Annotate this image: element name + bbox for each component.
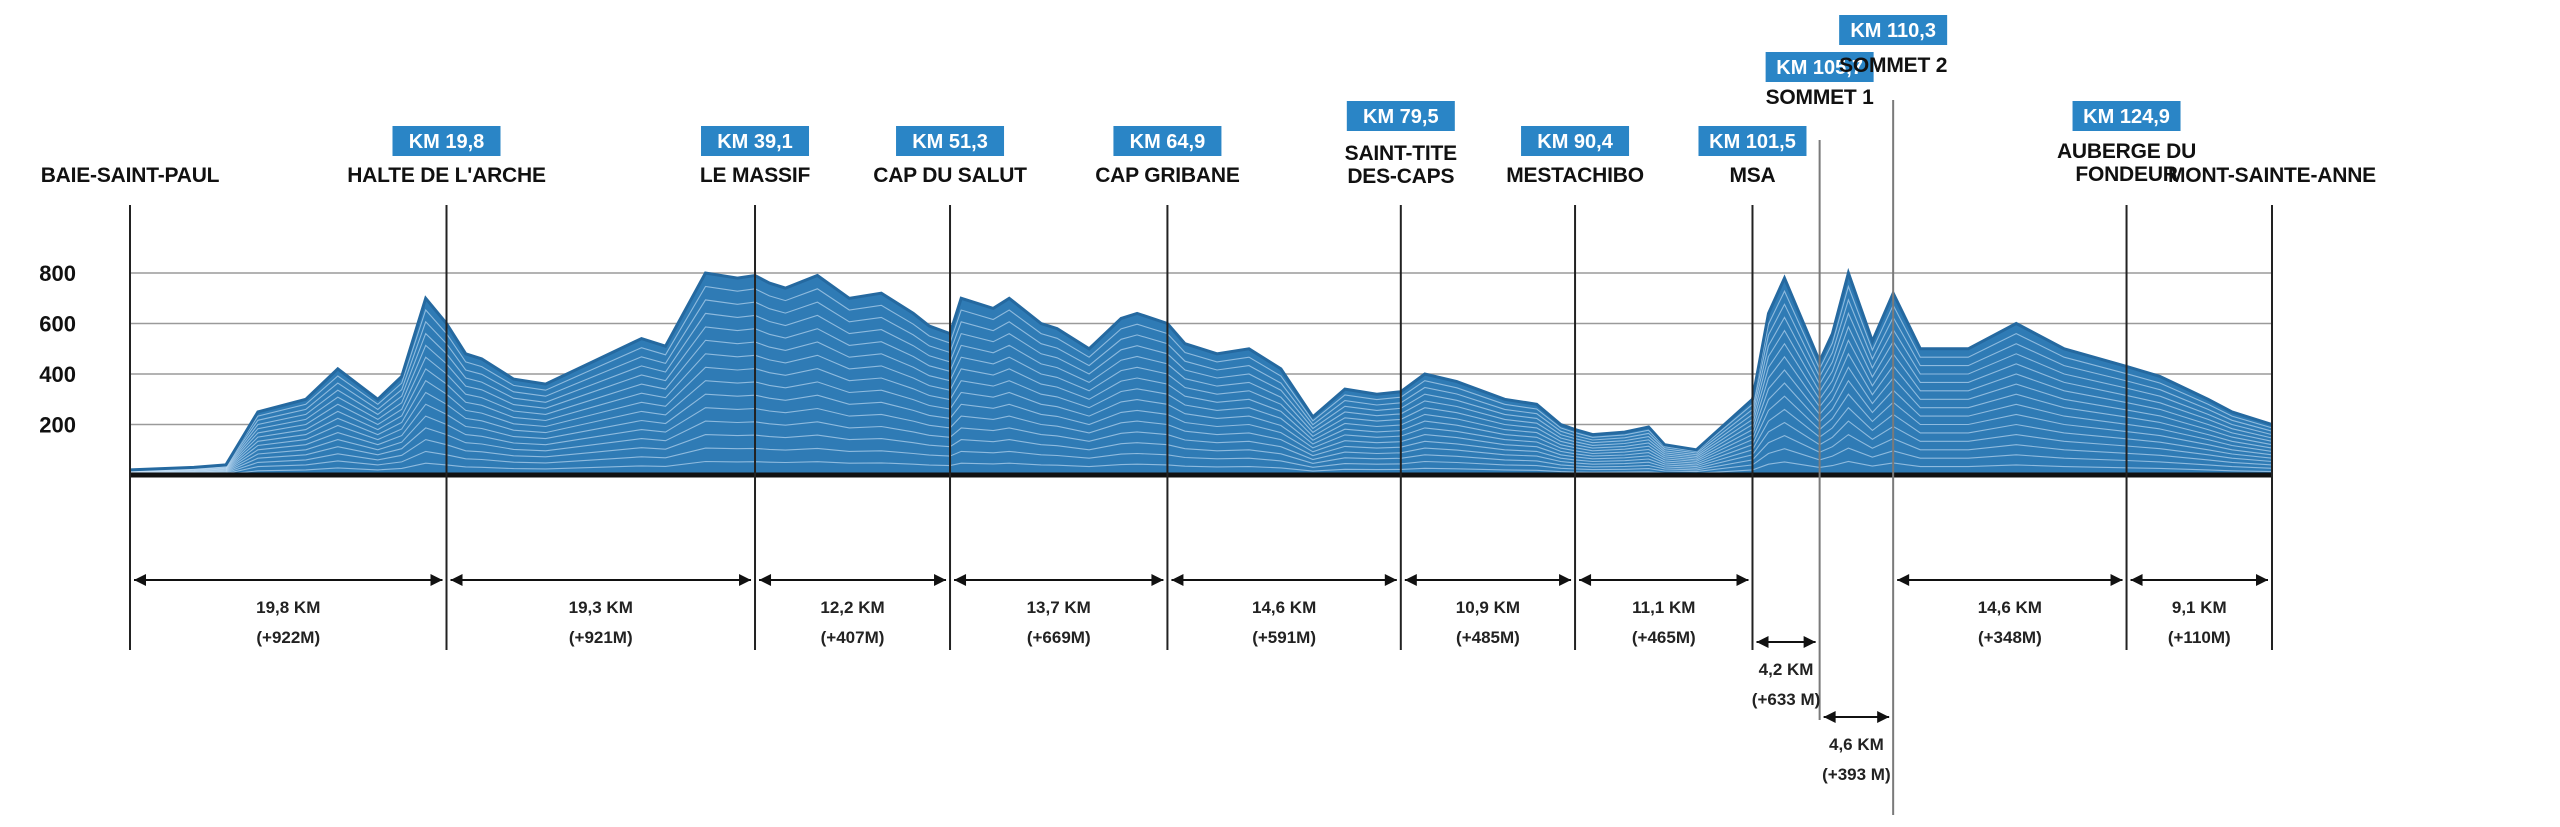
segment-distance: 14,6 KM <box>1978 598 2042 617</box>
km-badge <box>1839 15 1948 45</box>
segment-arrow-head-right <box>430 574 443 586</box>
station-name: MONT-SAINTE-ANNE <box>2168 164 2376 187</box>
segment-arrow-head-right <box>739 574 752 586</box>
km-badge <box>1521 126 1630 156</box>
km-badge-label: KM 51,3 <box>912 131 988 153</box>
km-badge <box>1113 126 1222 156</box>
segment-arrow-head-left <box>759 574 772 586</box>
km-badge-label: KM 39,1 <box>717 131 793 153</box>
segment-arrow-head-right <box>1151 574 1164 586</box>
station-name: MSA <box>1729 164 1775 187</box>
segment-distance: 4,6 KM <box>1829 735 1884 754</box>
segment-arrow-head-left <box>134 574 146 586</box>
km-badge <box>1698 126 1807 156</box>
km-badge-label: KM 124,9 <box>2083 106 2170 128</box>
segment-arrow-head-right <box>2110 574 2123 586</box>
station-name: HALTE DE L'ARCHE <box>347 164 546 187</box>
segment-arrow-head-right <box>1803 636 1816 648</box>
station-name: BAIE-SAINT-PAUL <box>41 164 220 187</box>
segment-gain: (+921M) <box>569 628 633 647</box>
km-badge-label: KM 101,5 <box>1709 131 1796 153</box>
segment-gain: (+669M) <box>1027 628 1091 647</box>
segment-distance: 14,6 KM <box>1252 598 1316 617</box>
station-name: SAINT-TITE <box>1345 142 1458 165</box>
km-badge-label: KM 105,7 <box>1776 57 1863 79</box>
segment-arrow-head-left <box>1171 574 1184 586</box>
segment-gain: (+922M) <box>256 628 320 647</box>
y-tick-label: 600 <box>39 312 76 337</box>
segment-arrow-head-right <box>934 574 947 586</box>
segment-distance: 19,8 KM <box>256 598 320 617</box>
km-badge-label: KM 110,3 <box>1850 20 1936 42</box>
segment-arrow-head-left <box>2130 574 2143 586</box>
segment-arrow-head-left <box>1579 574 1592 586</box>
segment-distance: 4,2 KM <box>1759 660 1814 679</box>
km-badge-label: KM 64,9 <box>1130 131 1206 153</box>
segment-distance: 12,2 KM <box>820 598 884 617</box>
segment-distance: 19,3 KM <box>569 598 633 617</box>
segment-distance: 9,1 KM <box>2172 598 2227 617</box>
km-badge <box>2072 101 2181 131</box>
station-name: CAP GRIBANE <box>1095 164 1240 187</box>
station-name: CAP DU SALUT <box>873 164 1027 187</box>
y-tick-label: 400 <box>39 362 76 387</box>
segment-gain: (+407M) <box>821 628 885 647</box>
km-badge <box>701 126 810 156</box>
segment-arrow-head-left <box>1897 574 1910 586</box>
station-name: DES-CAPS <box>1347 165 1454 188</box>
station-name: SOMMET 1 <box>1766 86 1875 109</box>
segment-gain: (+465M) <box>1632 628 1696 647</box>
km-badge <box>1765 52 1874 82</box>
segment-arrow-head-left <box>1756 636 1769 648</box>
station-name: LE MASSIF <box>700 164 811 187</box>
y-tick-label: 800 <box>39 261 76 286</box>
segment-distance: 10,9 KM <box>1456 598 1520 617</box>
segment-arrow-head-right <box>1877 711 1890 723</box>
segment-arrow-head-left <box>450 574 463 586</box>
km-badge-label: KM 90,4 <box>1537 131 1613 153</box>
segment-gain: (+591M) <box>1252 628 1316 647</box>
segment-distance: 13,7 KM <box>1027 598 1091 617</box>
km-badge-label: KM 19,8 <box>409 131 485 153</box>
segment-gain: (+485M) <box>1456 628 1520 647</box>
station-name: FONDEUR <box>2075 163 2177 186</box>
segment-gain: (+110M) <box>2168 628 2231 647</box>
km-badge <box>392 126 501 156</box>
segment-arrow-head-right <box>2256 574 2268 586</box>
station-name: AUBERGE DU <box>2057 140 2196 163</box>
segment-gain: (+633 M) <box>1752 690 1821 709</box>
station-name: MESTACHIBO <box>1506 164 1644 187</box>
segment-arrow-head-right <box>1736 574 1749 586</box>
segment-distance: 11,1 KM <box>1632 598 1695 617</box>
km-badge <box>1346 101 1455 131</box>
segment-arrow-head-right <box>1384 574 1397 586</box>
segment-arrow-head-left <box>1404 574 1417 586</box>
segment-arrow-head-right <box>1559 574 1572 586</box>
segment-gain: (+393 M) <box>1822 765 1891 784</box>
segment-arrow-head-left <box>954 574 967 586</box>
segment-gain: (+348M) <box>1978 628 2042 647</box>
y-tick-label: 200 <box>39 413 76 438</box>
station-name: SOMMET 2 <box>1839 54 1947 77</box>
segment-arrow-head-left <box>1823 711 1836 723</box>
km-badge-label: KM 79,5 <box>1363 106 1439 128</box>
km-badge <box>896 126 1005 156</box>
